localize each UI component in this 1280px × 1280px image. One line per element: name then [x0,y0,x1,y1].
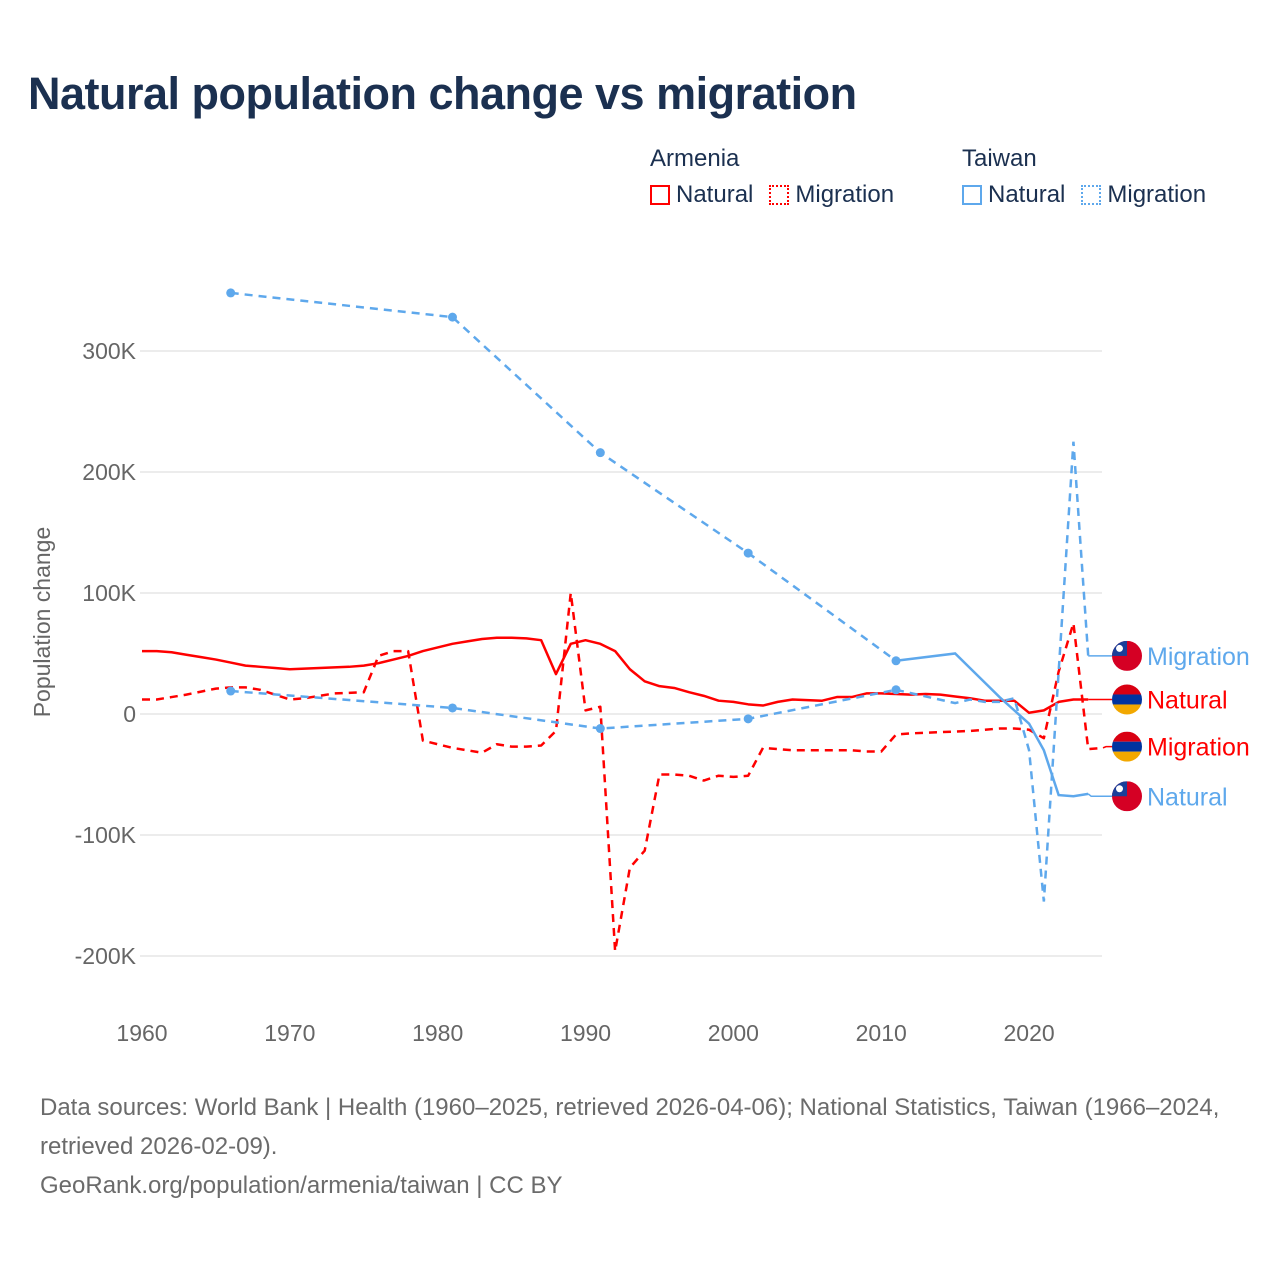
legend-item-armenia-migration[interactable]: Migration [769,181,894,209]
label-connector [1087,793,1112,798]
series-end-label: Migration [1147,734,1250,762]
x-tick-label: 2020 [1003,1020,1054,1046]
series-end-label: Natural [1147,783,1228,811]
data-sources: Data sources: World Bank | Health (1960–… [40,1094,1220,1160]
data-point-taiwan-migration [743,714,753,724]
series-line-taiwan-migration-sparse [230,688,897,730]
legend-group-title: Armenia [650,145,740,172]
legend-item-armenia-natural[interactable]: Natural [650,181,753,209]
legend-group-title: Taiwan [962,145,1037,172]
legend-item-taiwan-natural[interactable]: Natural [962,181,1065,209]
series-line-taiwan-natural-sparse [230,291,897,662]
data-point-taiwan-migration [447,703,457,713]
x-tick-label: 2010 [856,1020,907,1046]
series-line-armenia-migration [142,591,1104,953]
data-point-taiwan-migration [226,686,236,696]
legend-swatch-dotted [769,185,790,205]
legend-label: Migration [1107,181,1207,208]
data-point-taiwan-natural [595,448,605,458]
y-tick-label: -100K [75,822,137,848]
y-tick-label: -200K [75,943,137,969]
x-tick-label: 1990 [560,1020,611,1046]
data-point-taiwan-natural [226,288,236,298]
series-line-armenia-natural [142,636,1089,715]
x-tick-label: 1970 [264,1020,315,1046]
x-tick-label: 1980 [412,1020,463,1046]
legend-label: Migration [795,181,895,208]
y-tick-label: 200K [82,459,136,485]
footer: Data sources: World Bank | Health (1960–… [40,1088,1260,1205]
armenia-flag-icon [1112,684,1142,715]
series-end-label: Natural [1147,686,1228,714]
credit-link[interactable]: GeoRank.org/population/armenia/taiwan | … [40,1172,563,1199]
armenia-flag-icon [1112,731,1142,762]
taiwan-flag-icon [1112,640,1142,671]
label-connector [1102,745,1112,749]
y-tick-label: 100K [82,580,136,606]
legend-group-taiwan: Taiwan Natural Migration [962,145,1206,209]
series-line-taiwan-natural [895,652,1089,798]
data-point-taiwan-natural [891,656,901,666]
data-point-taiwan-natural [743,548,753,558]
data-point-taiwan-natural [447,312,457,322]
series-end-label: Migration [1147,643,1250,671]
data-point-taiwan-migration [595,724,605,734]
legend-group-armenia: Armenia Natural Migration [650,145,894,209]
legend-swatch-solid [962,185,982,205]
x-tick-label: 1960 [116,1020,167,1046]
y-axis-title: Population change [29,527,55,718]
legend-label: Natural [988,181,1066,208]
legend-item-taiwan-migration[interactable]: Migration [1081,181,1206,209]
y-tick-label: 0 [123,701,136,727]
series-line-taiwan-migration [895,441,1090,902]
legend-label: Natural [676,181,754,208]
taiwan-flag-icon [1112,781,1142,812]
legend-swatch-dotted [1081,185,1102,205]
chart-title: Natural population change vs migration [28,68,857,119]
legend-swatch-solid [650,185,670,205]
data-point-taiwan-migration [891,685,901,695]
y-tick-label: 300K [82,338,136,364]
x-tick-label: 2000 [708,1020,759,1046]
